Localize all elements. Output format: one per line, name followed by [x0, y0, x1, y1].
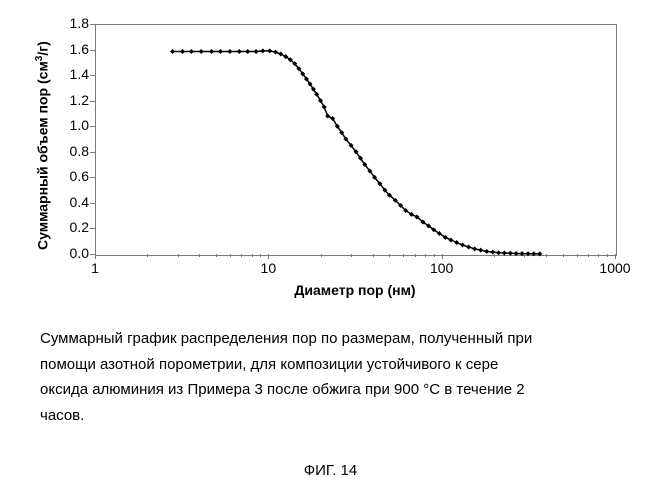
x-minor-tick — [178, 254, 179, 257]
y-tick-mark — [90, 75, 95, 76]
y-tick-mark — [90, 177, 95, 178]
x-minor-tick — [607, 254, 608, 257]
x-axis-label: Диаметр пор (нм) — [95, 282, 615, 298]
x-minor-tick — [199, 254, 200, 257]
data-marker — [448, 237, 453, 242]
data-marker — [325, 114, 330, 119]
y-tick-label: 1.0 — [55, 117, 89, 133]
data-marker — [472, 246, 477, 251]
data-marker — [227, 49, 232, 54]
x-minor-tick — [415, 254, 416, 257]
y-tick-mark — [90, 203, 95, 204]
x-tick-mark — [442, 254, 443, 259]
data-marker — [189, 49, 194, 54]
x-tick-label: 100 — [417, 260, 467, 276]
x-minor-tick — [373, 254, 374, 257]
x-minor-tick — [598, 254, 599, 257]
y-tick-mark — [90, 50, 95, 51]
data-marker — [478, 248, 483, 253]
y-tick-mark — [90, 101, 95, 102]
data-marker — [199, 49, 204, 54]
data-marker — [466, 244, 471, 249]
data-marker — [460, 243, 465, 248]
x-tick-mark — [268, 254, 269, 259]
y-tick-label: 1.4 — [55, 66, 89, 82]
data-marker — [514, 251, 519, 256]
x-minor-tick — [403, 254, 404, 257]
data-marker — [209, 49, 214, 54]
y-tick-label: 1.8 — [55, 15, 89, 31]
data-marker — [537, 251, 542, 256]
data-marker — [454, 240, 459, 245]
data-marker — [180, 49, 185, 54]
data-marker — [170, 49, 175, 54]
y-tick-label: 1.6 — [55, 41, 89, 57]
caption-line: помощи азотной порометрии, для композици… — [40, 352, 630, 378]
x-minor-tick — [389, 254, 390, 257]
x-minor-tick — [546, 254, 547, 257]
x-minor-tick — [260, 254, 261, 257]
data-marker — [508, 251, 513, 256]
figure-caption: Суммарный график распределения пор по ра… — [40, 326, 630, 428]
y-tick-label: 0.6 — [55, 168, 89, 184]
data-marker — [502, 250, 507, 255]
data-marker — [484, 249, 489, 254]
x-minor-tick — [216, 254, 217, 257]
data-marker — [531, 251, 536, 256]
x-minor-tick — [252, 254, 253, 257]
x-minor-tick — [241, 254, 242, 257]
x-tick-mark — [615, 254, 616, 259]
data-marker — [267, 48, 272, 53]
caption-line: оксида алюминия из Примера 3 после обжиг… — [40, 377, 630, 403]
caption-line: Суммарный график распределения пор по ра… — [40, 326, 630, 352]
data-marker — [237, 49, 242, 54]
caption-line: часов. — [40, 403, 630, 429]
data-marker — [273, 50, 278, 55]
data-marker — [245, 49, 250, 54]
data-marker — [254, 49, 259, 54]
y-tick-label: 1.2 — [55, 92, 89, 108]
x-minor-tick — [147, 254, 148, 257]
y-tick-mark — [90, 24, 95, 25]
x-minor-tick — [524, 254, 525, 257]
y-tick-label: 0.2 — [55, 219, 89, 235]
y-tick-mark — [90, 126, 95, 127]
x-minor-tick — [321, 254, 322, 257]
x-minor-tick — [434, 254, 435, 257]
x-tick-label: 10 — [243, 260, 293, 276]
x-minor-tick — [230, 254, 231, 257]
data-marker — [496, 250, 501, 255]
data-marker — [218, 49, 223, 54]
y-tick-mark — [90, 228, 95, 229]
figure-label: ФИГ. 14 — [0, 462, 661, 479]
data-marker — [526, 251, 531, 256]
x-minor-tick — [563, 254, 564, 257]
x-minor-tick — [588, 254, 589, 257]
x-tick-label: 1000 — [590, 260, 640, 276]
x-minor-tick — [351, 254, 352, 257]
data-marker — [260, 48, 265, 53]
x-minor-tick — [425, 254, 426, 257]
x-minor-tick — [577, 254, 578, 257]
y-tick-label: 0.8 — [55, 143, 89, 159]
x-tick-label: 1 — [70, 260, 120, 276]
y-tick-label: 0.0 — [55, 245, 89, 261]
x-minor-tick — [494, 254, 495, 257]
x-tick-mark — [95, 254, 96, 259]
y-tick-mark — [90, 152, 95, 153]
y-tick-label: 0.4 — [55, 194, 89, 210]
